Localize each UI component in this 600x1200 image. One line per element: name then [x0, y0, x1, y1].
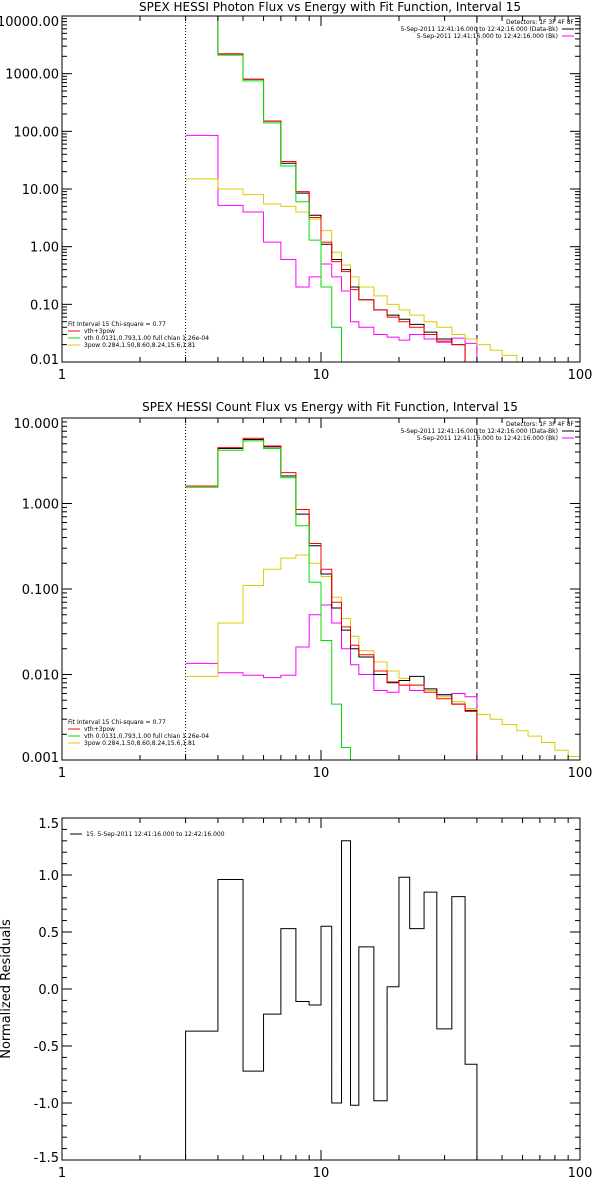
data-series-1: [185, 178, 529, 362]
y-tick-label: 0.0: [38, 983, 59, 998]
y-tick-label: 1.5: [38, 817, 59, 832]
x-tick-label: 10: [313, 368, 330, 383]
info-line: 5-Sep-2011 12:41:16.000 to 12:42:16.000 …: [400, 428, 558, 435]
legend-entry: vth 0.0131,0.793,1.00 full chian 1.26e-0…: [84, 335, 209, 342]
data-series-1: [185, 554, 580, 760]
y-tick-label: 0.001: [22, 751, 59, 766]
y-tick-label: 10.00: [22, 183, 59, 198]
data-series-3: [185, 437, 478, 760]
y-tick-label: 1.000: [22, 498, 59, 513]
legend-entry: vth 0.0131,0.793,1.00 full chian 1.26e-0…: [84, 733, 209, 740]
y-tick-label: 0.5: [38, 926, 59, 941]
info-line: Detectors: 1F 3F 4F 8F: [506, 19, 575, 26]
legend-entry: 3pow 0.284,1.50,8.60,8.24,15.6,1.81: [84, 342, 196, 349]
y-tick-label: 100.00: [14, 125, 60, 140]
data-series-4: [185, 16, 351, 362]
y-tick-label: 0.010: [22, 669, 59, 684]
legend-entry: vth+3pow: [84, 726, 115, 733]
data-series-0: [185, 840, 478, 1160]
fit-header: Fit Interval 15 Chi-square = 0.77: [68, 719, 166, 726]
y-tick-label: 0.10: [30, 298, 59, 313]
legend-entry: 3pow 0.284,1.50,8.60,8.24,15.6,1.81: [84, 740, 196, 747]
x-tick-label: 10: [313, 766, 330, 781]
y-tick-label: 1000.00: [5, 68, 59, 83]
data-series-4: [185, 440, 352, 760]
y-axis-label: Normalized Residuals: [0, 919, 14, 1059]
residuals-panel: Normalized Residuals 1 10 100 1.5 1.0 0.5 0.0 -…: [0, 817, 592, 1181]
y-tick-label: -1.0: [34, 1097, 59, 1112]
info-line: 5-Sep-2011 12:41:16.000 to 12:42:16.000 …: [400, 26, 558, 33]
y-tick-label: 10000.00: [0, 15, 59, 30]
x-tick-label: 10: [313, 1166, 330, 1181]
y-tick-label: 10.000: [14, 417, 60, 432]
y-tick-label: -0.5: [34, 1040, 59, 1055]
chart-title: SPEX HESSI Count Flux vs Energy with Fit…: [142, 400, 518, 414]
y-tick-label: 0.01: [30, 353, 59, 368]
x-tick-label: 100: [568, 766, 593, 781]
x-tick-label: 100: [568, 1166, 593, 1181]
info-line: 5-Sep-2011 12:41:16.000 to 12:42:16.000 …: [417, 33, 558, 40]
legend-entry: vth+3pow: [84, 328, 115, 335]
count-flux-panel: SPEX HESSI Count Flux vs Energy with Fit…: [14, 400, 593, 781]
x-tick-label: 1: [58, 368, 66, 383]
x-tick-label: 1: [58, 1166, 66, 1181]
x-tick-label: 1: [58, 766, 66, 781]
chart-title: SPEX HESSI Photon Flux vs Energy with Fi…: [139, 0, 521, 14]
info-line: Detectors: 1F 3F 4F 8F: [506, 421, 575, 428]
data-series-3: [185, 16, 466, 362]
y-tick-label: 1.0: [38, 869, 59, 884]
photon-flux-panel: SPEX HESSI Photon Flux vs Energy with Fi…: [0, 0, 592, 383]
info-line: 5-Sep-2011 12:41:16.000 to 12:42:16.000 …: [417, 435, 558, 442]
fit-header: Fit Interval 15 Chi-square = 0.77: [68, 321, 166, 328]
x-tick-label: 100: [568, 368, 593, 383]
y-tick-label: 1.00: [30, 241, 59, 256]
y-tick-label: 0.100: [22, 583, 59, 598]
legend-entry: 15. 5-Sep-2011 12:41:16.000 to 12:42:16.…: [86, 831, 225, 838]
plot-frame: [61, 15, 581, 363]
y-tick-label: -1.5: [34, 1151, 59, 1166]
data-series-2: [185, 439, 478, 760]
